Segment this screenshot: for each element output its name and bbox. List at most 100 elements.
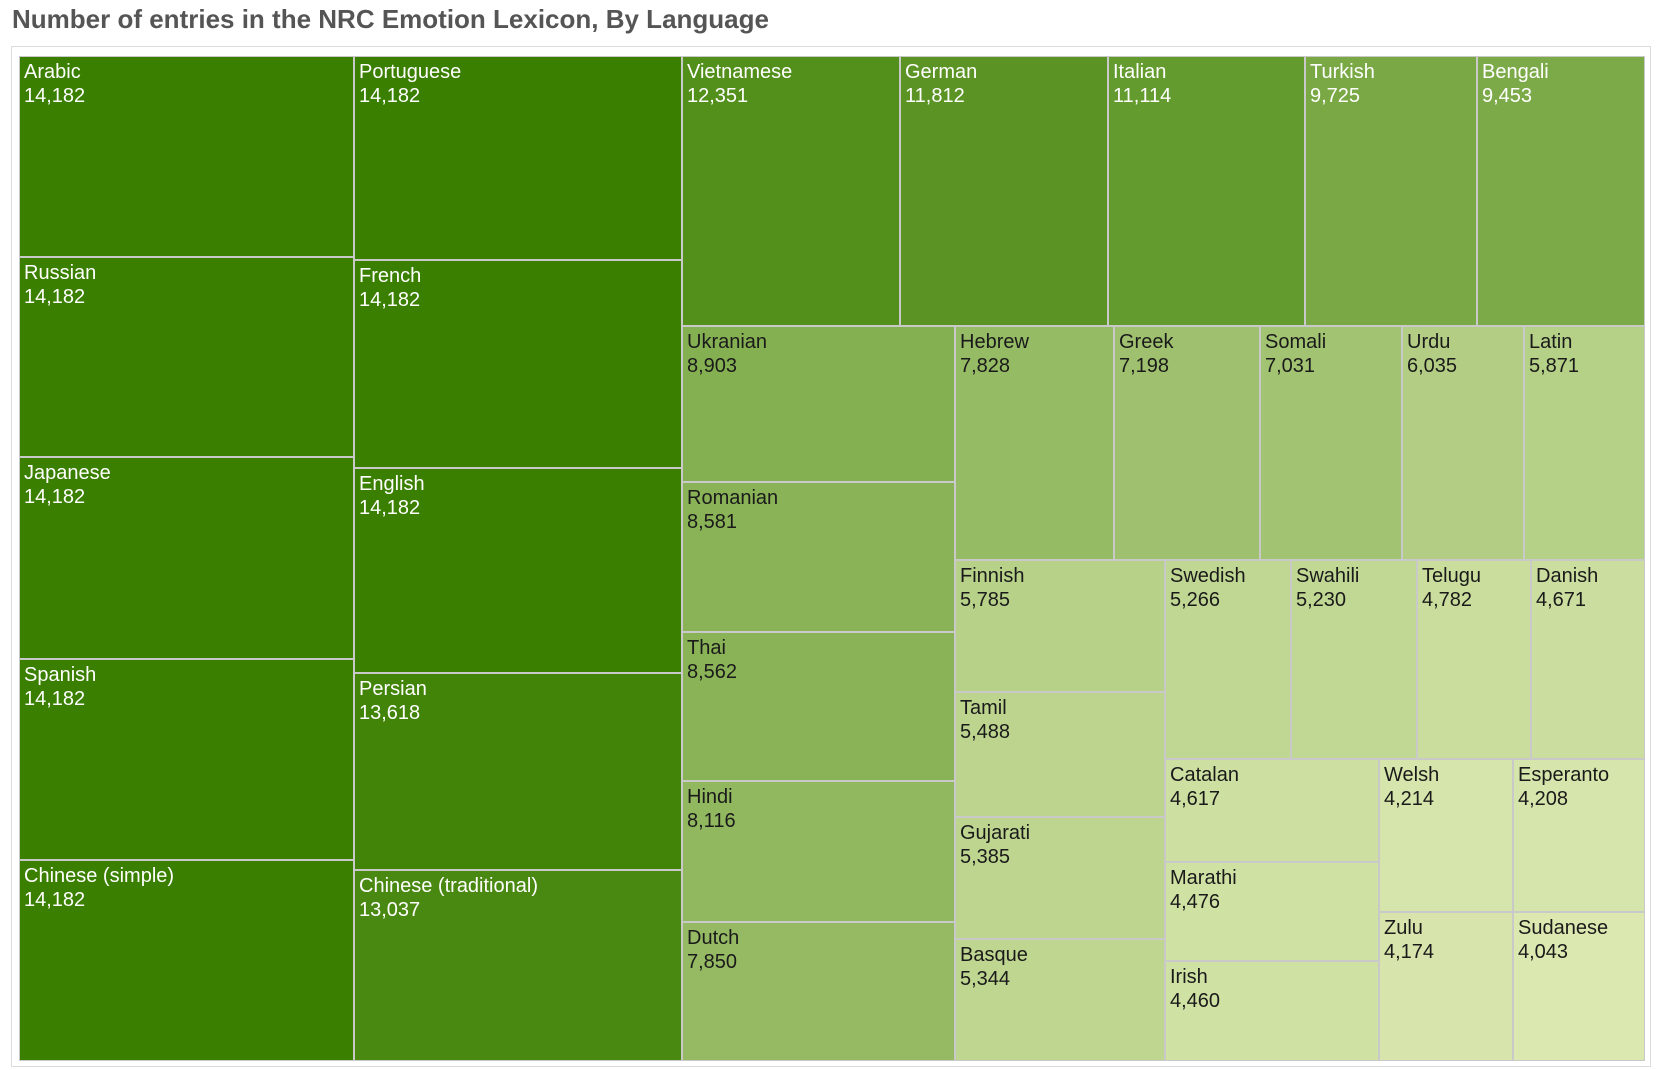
treemap-cell-swedish[interactable]: Swedish 5,266 <box>1165 560 1291 759</box>
treemap-cell-welsh[interactable]: Welsh 4,214 <box>1379 759 1513 912</box>
treemap-cell-zulu[interactable]: Zulu 4,174 <box>1379 912 1513 1061</box>
cell-entry-count: 14,182 <box>359 497 421 519</box>
treemap-cell-chinese-traditional[interactable]: Chinese (traditional) 13,037 <box>354 870 682 1061</box>
treemap-cell-label: Turkish 9,725 <box>1310 60 1375 108</box>
treemap-cell-label: Arabic 14,182 <box>24 60 85 108</box>
treemap-cell-esperanto[interactable]: Esperanto 4,208 <box>1513 759 1645 912</box>
treemap-cell-turkish[interactable]: Turkish 9,725 <box>1305 56 1477 326</box>
cell-entry-count: 7,850 <box>687 951 738 973</box>
treemap-cell-label: Latin 5,871 <box>1529 330 1579 378</box>
cell-entry-count: 9,453 <box>1482 85 1533 107</box>
treemap-cell-english[interactable]: English 14,182 <box>354 468 682 673</box>
cell-language-name: Hindi <box>687 786 733 808</box>
cell-entry-count: 11,114 <box>1113 85 1172 107</box>
treemap-cell-latin[interactable]: Latin 5,871 <box>1524 326 1645 560</box>
treemap-cell-french[interactable]: French 14,182 <box>354 260 682 468</box>
treemap-cell-label: Esperanto 4,208 <box>1518 763 1609 811</box>
treemap-cell-finnish[interactable]: Finnish 5,785 <box>955 560 1165 692</box>
treemap-cell-sudanese[interactable]: Sudanese 4,043 <box>1513 912 1645 1061</box>
cell-entry-count: 7,198 <box>1119 355 1170 377</box>
cell-language-name: Thai <box>687 637 726 659</box>
treemap-cell-italian[interactable]: Italian 11,114 <box>1108 56 1305 326</box>
treemap-cell-label: German 11,812 <box>905 60 977 108</box>
treemap-cell-thai[interactable]: Thai 8,562 <box>682 632 955 781</box>
treemap-cell-greek[interactable]: Greek 7,198 <box>1114 326 1260 560</box>
cell-language-name: Swedish <box>1170 565 1246 587</box>
treemap-cell-label: Danish 4,671 <box>1536 564 1598 612</box>
treemap-cell-catalan[interactable]: Catalan 4,617 <box>1165 759 1379 862</box>
treemap-cell-hebrew[interactable]: Hebrew 7,828 <box>955 326 1114 560</box>
treemap-cell-label: French 14,182 <box>359 264 421 312</box>
treemap-cell-label: Zulu 4,174 <box>1384 916 1434 964</box>
treemap-cell-chinese-simple[interactable]: Chinese (simple) 14,182 <box>19 860 354 1061</box>
cell-language-name: Finnish <box>960 565 1025 587</box>
treemap-cell-danish[interactable]: Danish 4,671 <box>1531 560 1645 759</box>
treemap-cell-label: Telugu 4,782 <box>1422 564 1481 612</box>
treemap-cell-somali[interactable]: Somali 7,031 <box>1260 326 1402 560</box>
cell-entry-count: 8,116 <box>687 810 736 832</box>
cell-language-name: Romanian <box>687 487 779 509</box>
treemap: Arabic 14,182 Russian 14,182 Japanese 14,182 S… <box>19 56 1645 1061</box>
cell-language-name: French <box>359 265 422 287</box>
treemap-cell-ukranian[interactable]: Ukranian 8,903 <box>682 326 955 482</box>
cell-language-name: Ukranian <box>687 331 768 353</box>
treemap-cell-german[interactable]: German 11,812 <box>900 56 1108 326</box>
cell-language-name: Chinese (traditional) <box>359 875 538 897</box>
treemap-cell-swahili[interactable]: Swahili 5,230 <box>1291 560 1417 759</box>
treemap-cell-russian[interactable]: Russian 14,182 <box>19 257 354 457</box>
cell-entry-count: 11,812 <box>905 85 965 107</box>
treemap-cell-bengali[interactable]: Bengali 9,453 <box>1477 56 1645 326</box>
cell-language-name: German <box>905 61 978 83</box>
cell-language-name: Catalan <box>1170 764 1239 786</box>
treemap-cell-irish[interactable]: Irish 4,460 <box>1165 961 1379 1061</box>
treemap-cell-portuguese[interactable]: Portuguese 14,182 <box>354 56 682 260</box>
cell-language-name: Arabic <box>24 61 81 83</box>
treemap-cell-arabic[interactable]: Arabic 14,182 <box>19 56 354 257</box>
treemap-cell-label: Vietnamese 12,351 <box>687 60 792 108</box>
cell-entry-count: 8,581 <box>687 511 738 533</box>
treemap-cell-vietnamese[interactable]: Vietnamese 12,351 <box>682 56 900 326</box>
treemap-cell-romanian[interactable]: Romanian 8,581 <box>682 482 955 632</box>
treemap-cell-label: Portuguese 14,182 <box>359 60 461 108</box>
cell-language-name: Gujarati <box>960 822 1031 844</box>
cell-entry-count: 8,903 <box>687 355 738 377</box>
treemap-cell-label: Sudanese 4,043 <box>1518 916 1608 964</box>
cell-entry-count: 5,871 <box>1529 355 1580 377</box>
cell-language-name: Sudanese <box>1518 917 1609 939</box>
treemap-cell-urdu[interactable]: Urdu 6,035 <box>1402 326 1524 560</box>
cell-entry-count: 4,174 <box>1384 941 1435 963</box>
treemap-cell-dutch[interactable]: Dutch 7,850 <box>682 922 955 1061</box>
cell-entry-count: 14,182 <box>24 85 86 107</box>
cell-language-name: Welsh <box>1384 764 1440 786</box>
treemap-cell-japanese[interactable]: Japanese 14,182 <box>19 457 354 659</box>
treemap-cell-label: Swedish 5,266 <box>1170 564 1246 612</box>
treemap-cell-telugu[interactable]: Telugu 4,782 <box>1417 560 1531 759</box>
treemap-cell-label: Romanian 8,581 <box>687 486 778 534</box>
treemap-cell-spanish[interactable]: Spanish 14,182 <box>19 659 354 860</box>
treemap-cell-label: Greek 7,198 <box>1119 330 1173 378</box>
treemap-cell-hindi[interactable]: Hindi 8,116 <box>682 781 955 922</box>
treemap-cell-label: Urdu 6,035 <box>1407 330 1457 378</box>
cell-language-name: Tamil <box>960 697 1007 719</box>
treemap-cell-label: Welsh 4,214 <box>1384 763 1439 811</box>
treemap-cell-basque[interactable]: Basque 5,344 <box>955 939 1165 1061</box>
cell-language-name: Somali <box>1265 331 1327 353</box>
cell-language-name: Esperanto <box>1518 764 1610 786</box>
cell-entry-count: 4,214 <box>1384 788 1435 810</box>
cell-entry-count: 14,182 <box>359 85 421 107</box>
treemap-cell-tamil[interactable]: Tamil 5,488 <box>955 692 1165 817</box>
treemap-cell-label: Marathi 4,476 <box>1170 866 1237 914</box>
cell-entry-count: 4,476 <box>1170 891 1221 913</box>
cell-language-name: Urdu <box>1407 331 1451 353</box>
cell-entry-count: 13,037 <box>359 899 421 921</box>
chart-title: Number of entries in the NRC Emotion Lex… <box>12 4 769 34</box>
treemap-cell-label: Finnish 5,785 <box>960 564 1024 612</box>
treemap-cell-marathi[interactable]: Marathi 4,476 <box>1165 862 1379 961</box>
treemap-cell-gujarati[interactable]: Gujarati 5,385 <box>955 817 1165 939</box>
treemap-cell-persian[interactable]: Persian 13,618 <box>354 673 682 870</box>
treemap-cell-label: Hebrew 7,828 <box>960 330 1029 378</box>
treemap-cell-label: Persian 13,618 <box>359 677 427 725</box>
treemap-cell-label: Catalan 4,617 <box>1170 763 1239 811</box>
treemap-cell-label: Spanish 14,182 <box>24 663 96 711</box>
cell-language-name: Basque <box>960 944 1028 966</box>
